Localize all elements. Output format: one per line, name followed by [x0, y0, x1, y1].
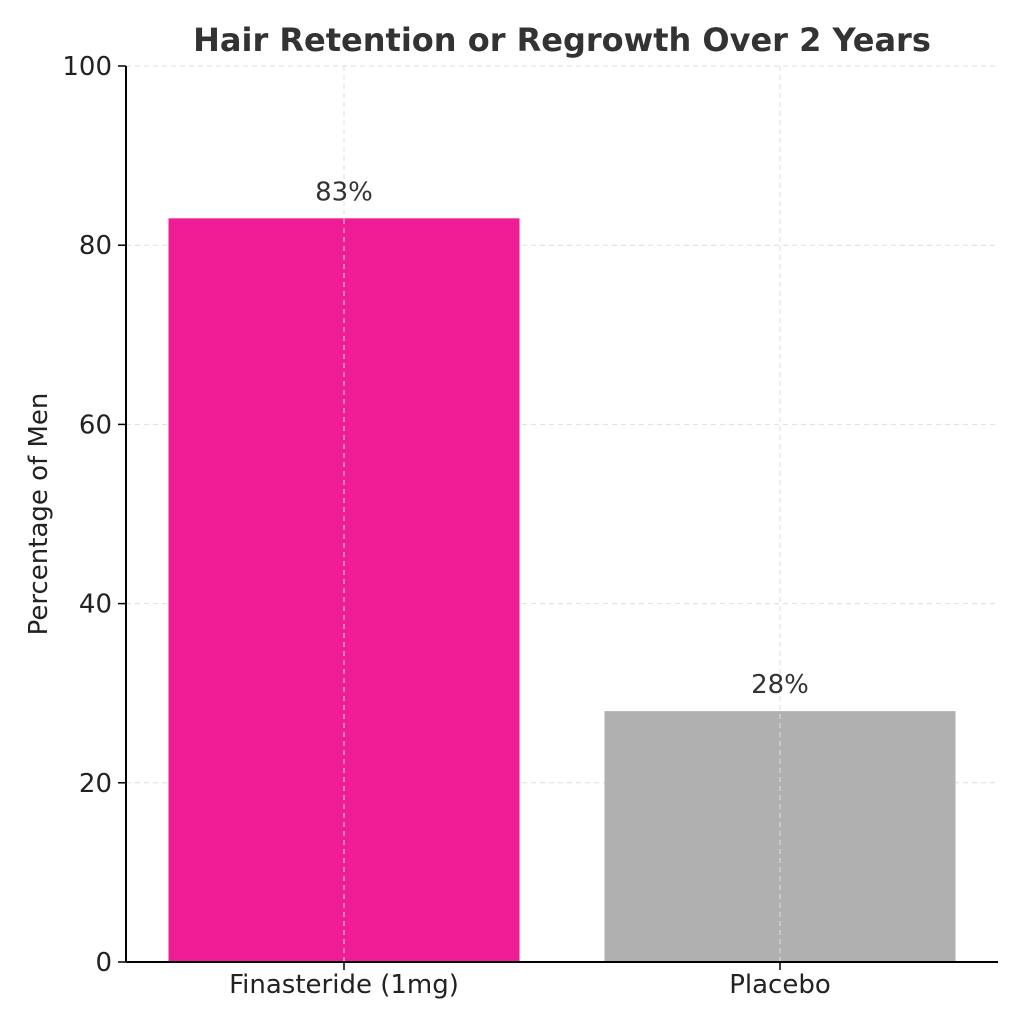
y-tick-label: 60: [79, 410, 112, 440]
y-tick-label: 40: [79, 590, 112, 620]
y-tick-label: 80: [79, 231, 112, 261]
labels: 0 20 40 60 80 100 Finasteride (1mg) 83% Placebo 2…: [62, 52, 830, 1000]
x-tick-label: Placebo: [729, 970, 831, 1000]
bars: [168, 218, 956, 962]
bar-value-label: 28%: [751, 670, 809, 700]
y-tick-label: 20: [79, 769, 112, 799]
y-axis-label: Percentage of Men: [24, 393, 54, 636]
x-tick-label: Finasteride (1mg): [229, 970, 459, 1000]
y-tick-label: 100: [62, 52, 112, 82]
bar-value-label: 83%: [315, 177, 373, 207]
y-tick-label: 0: [95, 948, 112, 978]
axes: [118, 65, 998, 970]
chart-title: Hair Retention or Regrowth Over 2 Years: [193, 21, 931, 59]
